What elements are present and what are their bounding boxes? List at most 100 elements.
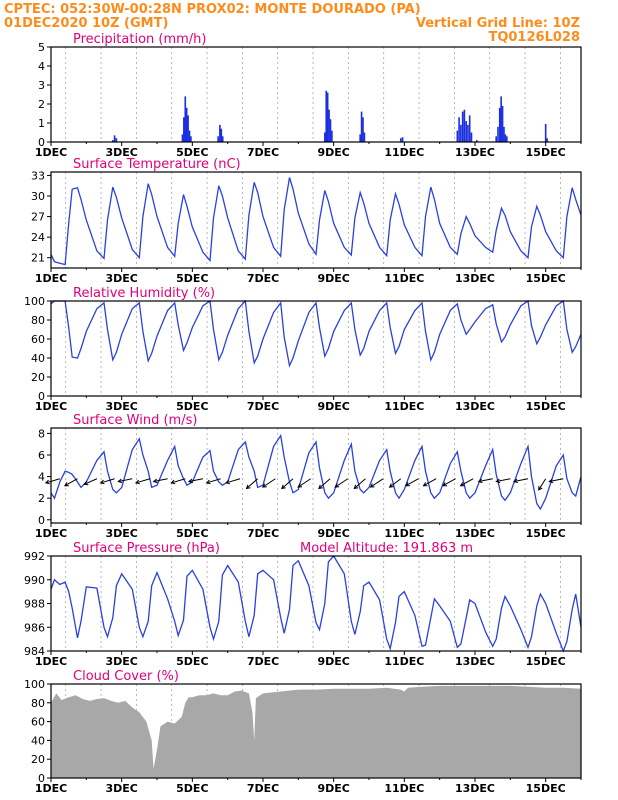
wind-frame [50,427,582,524]
wind-vector-head [281,484,286,490]
wind-vector-head [477,478,483,484]
wind-vector-head [83,480,89,486]
cloud-area [51,685,581,778]
precip-bar [362,117,364,142]
wind-vector-head [245,484,251,490]
grid-line-note: Vertical Grid Line: 10Z [415,16,580,31]
cloud-frame [50,683,582,779]
wind-vector-head [187,478,193,484]
precip-bar [185,107,188,142]
y-tick-label: 100 [24,295,45,308]
y-tick-label: 0 [38,136,45,149]
y-tick-label: 1 [38,117,45,130]
wind-vector [496,478,511,483]
wind-vector-head [353,484,359,490]
precip-bar [221,136,224,142]
wind-vector [262,478,276,488]
wind-vector [318,478,331,489]
wind-vector-head [369,483,375,488]
wind-vector [334,478,349,488]
wind-vector-head [44,479,50,485]
y-tick-label: 5 [38,41,45,54]
x-tick-label: 7DEC [247,400,279,413]
wind-vector [389,478,402,488]
temp-frame [50,171,582,269]
y-tick-label: 984 [24,645,45,658]
precip-bar [505,136,508,142]
y-tick-label: 2 [38,98,45,111]
wind-vector [442,478,456,487]
x-tick-label: 1DEC [35,400,67,413]
wind-vector [171,478,186,484]
y-tick-label: 40 [31,734,45,747]
y-tick-label: 80 [31,314,45,327]
y-tick-label: 4 [38,60,45,73]
pres-frame [50,555,582,652]
wind-vector-head [170,479,176,485]
y-tick-label: 30 [31,190,45,203]
y-tick-label: 21 [31,252,45,265]
y-tick-label: 60 [31,716,45,729]
precip-bar [544,123,547,142]
wind-vector [297,478,311,488]
x-tick-label: 5DEC [176,655,208,668]
wind-vector [478,478,493,483]
wind-vector [513,478,529,483]
x-tick-label: 15DEC [526,400,566,413]
x-tick-label: 15DEC [526,655,566,668]
y-tick-label: 27 [31,211,45,224]
x-tick-label: 11DEC [384,400,424,413]
pres-title: Surface Pressure (hPa) [73,541,220,556]
y-tick-label: 80 [31,697,45,710]
wind-vector [538,478,547,491]
wind-vector-head [404,482,410,487]
model-name: TQ0126L028 [488,30,580,45]
wind-vector [84,478,98,485]
wind-vector [153,478,168,483]
precip-bar [456,130,459,142]
x-tick-label: 1DEC [35,146,67,159]
precip-bar [184,96,187,142]
wind-vector-head [538,485,543,491]
x-tick-label: 9DEC [317,527,349,540]
y-tick-label: 0 [38,772,45,785]
wind-vector [246,478,259,489]
precip-bar [460,124,462,142]
x-tick-label: 9DEC [317,655,349,668]
x-tick-label: 13DEC [455,146,495,159]
precip-bar [503,126,505,142]
rh-series-line [50,299,582,368]
y-tick-label: 4 [38,471,45,484]
precip-bar [188,130,191,142]
precip-bar [500,96,502,142]
chart-header: CPTEC: 052:30W-00:28N PROX02: MONTE DOUR… [0,0,618,46]
x-tick-label: 15DEC [526,782,566,795]
x-tick-label: 1DEC [35,527,67,540]
y-tick-label: 992 [24,550,45,563]
x-tick-label: 13DEC [455,400,495,413]
precip-bar [329,119,332,142]
wind-vector [206,478,221,484]
y-tick-label: 990 [24,574,45,587]
precip-frame [50,46,582,143]
wind-vector [405,478,419,487]
precip-bar [360,111,363,142]
y-tick-label: 3 [38,79,45,92]
x-tick-label: 7DEC [247,782,279,795]
precip-bar [461,111,464,142]
cloud-title: Cloud Cover (%) [73,669,179,684]
precip-bar [463,109,466,142]
wind-vector-head [495,478,501,484]
wind-vector [100,478,115,484]
x-tick-label: 7DEC [247,272,279,285]
x-tick-label: 3DEC [105,146,137,159]
precip-bar [324,132,326,142]
pres-panel: 984 986 988 990 992 1DEC 3DEC 5DEC 7DEC 9DEC 11DEC… [24,541,582,668]
precip-panel: 0 1 2 3 4 5 1DEC 3DEC 5DEC 7DEC 9DEC 11DEC 13DEC 15DE… [35,32,582,159]
station-info: CPTEC: 052:30W-00:28N PROX02: MONTE DOUR… [4,2,421,17]
wind-vector-head [548,478,554,484]
wind-vector-head [388,483,394,488]
precip-bar [546,138,548,142]
wind-vector-head [63,482,69,487]
